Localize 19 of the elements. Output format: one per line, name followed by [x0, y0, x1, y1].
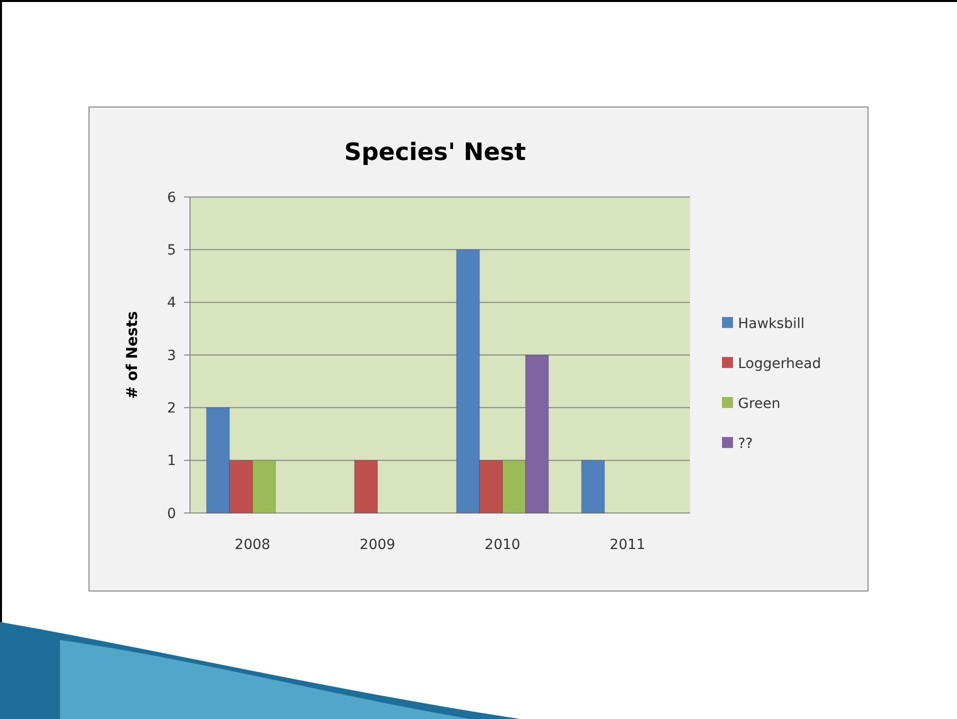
legend-label: ?? — [738, 436, 753, 452]
y-tick-label: 4 — [167, 295, 176, 312]
chart-title: Species' Nest — [344, 138, 526, 166]
y-tick-label: 6 — [167, 190, 176, 206]
bar — [581, 460, 605, 514]
y-tick-label: 2 — [167, 400, 176, 417]
y-tick-label: 1 — [167, 453, 176, 470]
y-tick-label: 0 — [167, 506, 176, 522]
legend-label: Green — [738, 396, 780, 412]
legend-label: Hawksbill — [738, 316, 805, 332]
x-tick-label: 2008 — [234, 537, 270, 553]
x-tick-label: 2009 — [360, 537, 396, 553]
legend-label: Loggerhead — [738, 356, 821, 372]
y-tick-label: 5 — [167, 242, 176, 259]
y-axis-title: # of Nests — [123, 311, 141, 399]
bar — [354, 460, 378, 514]
x-tick-label: 2010 — [484, 537, 520, 553]
x-tick-label: 2011 — [610, 537, 646, 553]
y-tick-label: 3 — [167, 348, 176, 364]
